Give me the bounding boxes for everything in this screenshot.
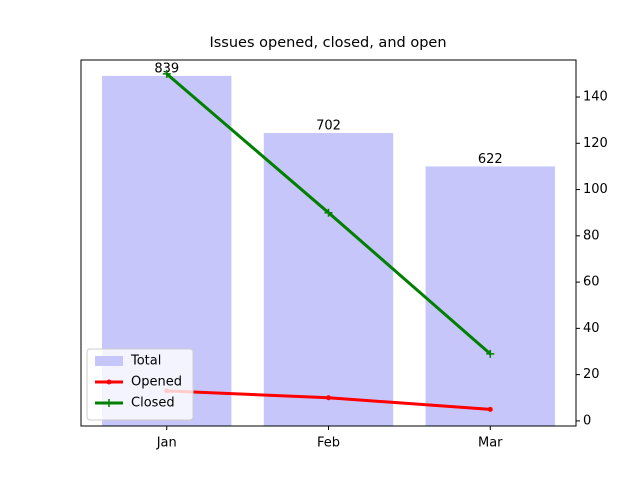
y2-tick-label: 0 [583,413,591,428]
y2-tick-label: 20 [583,367,600,382]
y2-tick-label: 60 [583,275,600,290]
bar [425,166,555,426]
data-label: 839 [154,61,179,76]
y2-tick-label: 80 [583,228,600,243]
x-tick-label: Feb [317,436,340,451]
bar [263,133,394,426]
y2-tick-label: 120 [583,136,608,151]
marker [326,395,331,401]
marker [162,69,171,78]
legend-swatch [95,356,123,366]
legend-marker [106,379,112,385]
legend-marker [105,399,113,407]
data-label: 702 [316,119,341,134]
y2-tick-label: 40 [583,321,600,336]
y2-tick-label: 100 [583,182,608,197]
x-tick-label: Jan [156,436,177,451]
legend-label: Opened [131,375,182,390]
marker [324,208,333,217]
legend-label: Total [130,354,161,369]
x-tick-label: Mar [478,436,503,451]
chart-title: Issues opened, closed, and open [209,35,446,51]
legend-label: Closed [131,396,175,411]
y2-tick-label: 140 [583,90,608,105]
marker [486,349,495,358]
data-label: 622 [478,152,503,167]
marker [487,406,493,412]
